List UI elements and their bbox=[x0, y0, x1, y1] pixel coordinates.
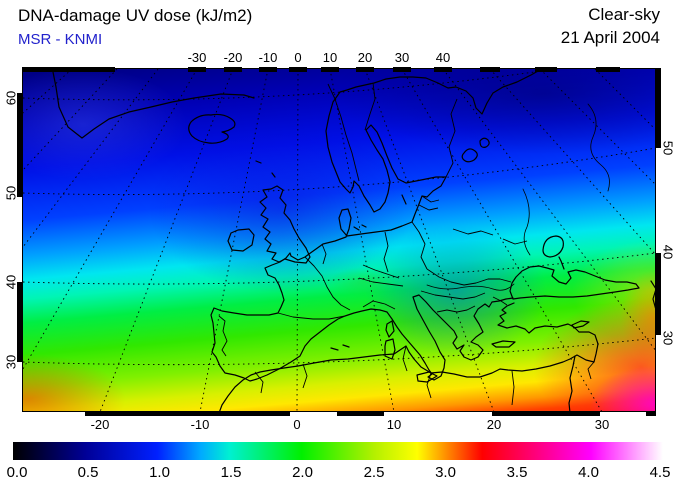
left-tick-label: 50 bbox=[3, 185, 19, 201]
condition-label: Clear-sky bbox=[588, 5, 660, 24]
coast-britain bbox=[259, 185, 311, 264]
right-tick-label: 40 bbox=[660, 244, 676, 260]
map-area bbox=[23, 69, 655, 411]
colorbar-tick-label: 4.0 bbox=[578, 464, 599, 480]
colorbar-tick-label: 1.0 bbox=[149, 464, 170, 480]
right-tick-label: 50 bbox=[660, 140, 676, 156]
top-tick-label: 40 bbox=[435, 50, 451, 65]
map-frame bbox=[22, 68, 656, 412]
bottom-tick-label: 10 bbox=[386, 417, 402, 432]
top-tick-label: -30 bbox=[187, 50, 207, 65]
colorbar-tick-label: 2.0 bbox=[292, 464, 313, 480]
colorbar-gradient bbox=[13, 442, 663, 460]
coastlines bbox=[51, 69, 655, 411]
top-tick-label: -20 bbox=[223, 50, 243, 65]
right-tick-label: 30 bbox=[660, 330, 676, 346]
coast-anatolia-africa bbox=[219, 302, 599, 411]
country-borders bbox=[218, 82, 595, 406]
colorbar-tick-label: 3.0 bbox=[435, 464, 456, 480]
bottom-tick-label: -20 bbox=[90, 417, 110, 432]
coast-ireland bbox=[227, 228, 255, 252]
colorbar-tick-label: 2.5 bbox=[363, 464, 385, 480]
coast-lakes-caspian bbox=[461, 137, 655, 309]
coast-islands bbox=[330, 194, 590, 383]
coast-iceland bbox=[188, 113, 276, 178]
colorbar-tick-label: 0.5 bbox=[77, 464, 99, 480]
rivers bbox=[426, 103, 610, 291]
coast-nile bbox=[568, 355, 576, 411]
top-tick-label: 20 bbox=[357, 50, 373, 65]
coast-greenland bbox=[51, 69, 255, 139]
source-label: MSR - KNMI bbox=[18, 31, 103, 48]
page-title: DNA-damage UV dose (kJ/m2) bbox=[18, 6, 253, 25]
top-tick-label: 10 bbox=[322, 50, 338, 65]
left-tick-label: 60 bbox=[3, 90, 19, 106]
bottom-tick-label: -10 bbox=[190, 417, 210, 432]
bottom-tick-label: 20 bbox=[486, 417, 502, 432]
coast-black-sea bbox=[509, 265, 640, 300]
top-tick-label: -10 bbox=[258, 50, 278, 65]
left-tick-label: 30 bbox=[3, 354, 19, 370]
bottom-tick-label: 30 bbox=[594, 417, 610, 432]
colorbar-tick-label: 4.5 bbox=[649, 464, 671, 480]
map-overlay-svg bbox=[23, 69, 655, 411]
colorbar-tick-label: 1.5 bbox=[220, 464, 242, 480]
date-label: 21 April 2004 bbox=[560, 28, 660, 47]
left-tick-label: 40 bbox=[3, 274, 19, 290]
top-tick-label: 30 bbox=[394, 50, 410, 65]
top-tick-label: 0 bbox=[294, 50, 302, 65]
bottom-tick-label: 0 bbox=[293, 417, 301, 432]
colorbar-tick-label: 3.5 bbox=[506, 464, 528, 480]
coast-continent bbox=[210, 69, 543, 382]
coast-azov-sea bbox=[542, 235, 565, 270]
colorbar-tick-label: 0.0 bbox=[6, 464, 28, 480]
